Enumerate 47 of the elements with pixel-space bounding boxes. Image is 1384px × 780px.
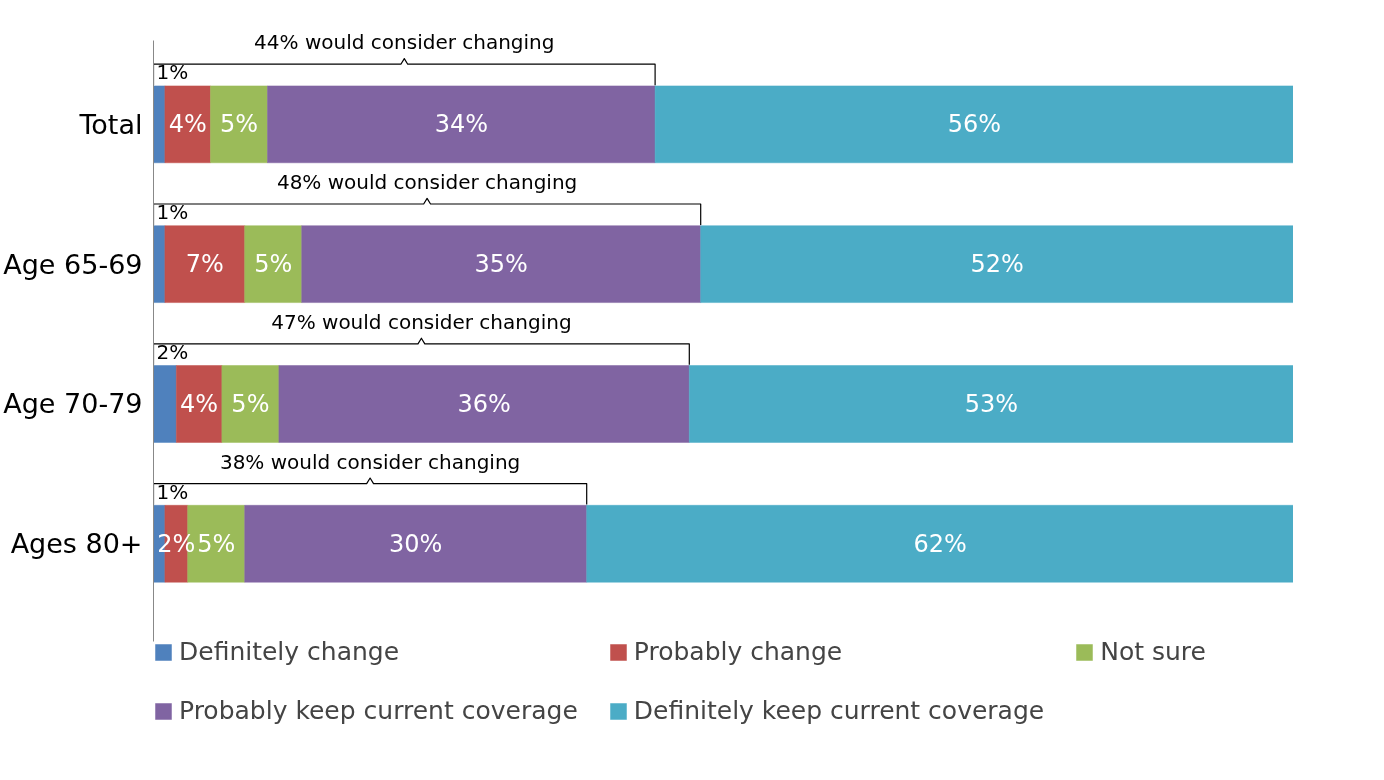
data-label: 5% xyxy=(197,529,236,558)
data-label: 1% xyxy=(156,200,189,225)
data-label: 34% xyxy=(434,110,488,139)
bar xyxy=(164,85,211,164)
legend-label: Definitely keep current coverage xyxy=(633,696,1045,725)
data-label: 5% xyxy=(219,110,259,139)
y-tick-label: Age 70-79 xyxy=(3,388,143,420)
bar xyxy=(244,505,587,583)
bar xyxy=(244,225,302,303)
legend-label: Probably keep current coverage xyxy=(179,696,578,725)
data-label: 5% xyxy=(231,389,270,418)
annotation: 47% would consider changing xyxy=(271,310,572,335)
data-label: 53% xyxy=(964,389,1019,418)
bar xyxy=(700,225,1293,303)
bar xyxy=(176,365,223,443)
y-tick-label: Ages 80+ xyxy=(10,528,143,560)
bar xyxy=(210,85,268,164)
annotation: 38% would consider changing xyxy=(219,449,521,474)
data-label: 2% xyxy=(156,340,189,365)
data-label: 1% xyxy=(156,479,189,504)
legend-label: Definitely change xyxy=(179,637,400,666)
data-label: 52% xyxy=(970,250,1024,279)
bar xyxy=(278,365,690,443)
data-label: 56% xyxy=(947,110,1001,139)
annotation: 44% would consider changing xyxy=(254,30,555,55)
legend-label: Probably change xyxy=(633,637,843,666)
y-tick-label: Age 65-69 xyxy=(3,248,143,280)
bar xyxy=(689,365,1293,443)
data-label: 4% xyxy=(168,110,207,139)
bar xyxy=(153,365,177,443)
data-label: 36% xyxy=(457,389,511,418)
bar xyxy=(221,365,280,443)
bar xyxy=(164,225,245,303)
data-label: 5% xyxy=(254,250,293,279)
data-label: 62% xyxy=(913,529,967,558)
y-tick-label: Total xyxy=(78,108,143,140)
data-label: 4% xyxy=(180,389,219,418)
data-label: 7% xyxy=(185,250,224,279)
data-label: 30% xyxy=(389,529,443,558)
bar xyxy=(301,225,701,303)
annotation: 48% would consider changing xyxy=(276,170,578,195)
bar xyxy=(654,85,1293,164)
data-label: 1% xyxy=(156,60,189,85)
bar xyxy=(267,85,656,164)
bar xyxy=(586,505,1293,583)
data-label: 35% xyxy=(474,250,528,279)
legend-label: Not sure xyxy=(1100,637,1206,666)
